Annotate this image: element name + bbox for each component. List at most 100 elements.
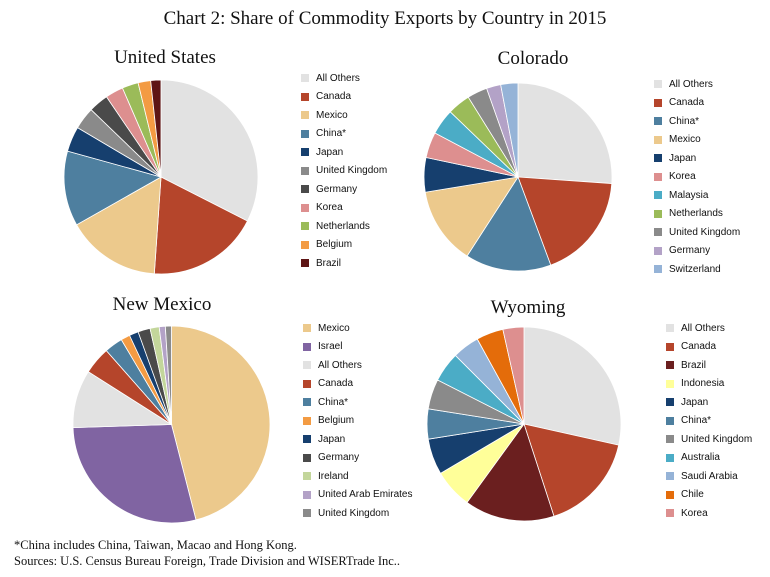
pie-slice-china	[466, 176, 552, 272]
legend-swatch	[303, 509, 311, 518]
legend-label: Netherlands	[316, 220, 370, 232]
legend-swatch	[303, 472, 311, 481]
legend-item-brazil: Brazil	[301, 254, 387, 273]
source-note: Sources: U.S. Census Bureau Foreign, Tra…	[14, 554, 401, 568]
pie-slice-all-others	[517, 82, 613, 184]
pie-chart-new-mexico	[72, 325, 271, 524]
legend-item-all-others: All Others	[654, 75, 740, 94]
legend-item-all-others: All Others	[301, 69, 387, 88]
legend-item-china: China*	[301, 125, 387, 144]
pie-chart-wyoming	[426, 326, 622, 522]
legend-swatch	[654, 98, 662, 107]
legend-label: Mexico	[318, 322, 350, 334]
legend-swatch	[666, 490, 674, 499]
legend-united-states: All Others Canada Mexico China* Japan United …	[301, 69, 387, 273]
legend-swatch	[666, 342, 674, 351]
legend-swatch	[301, 203, 309, 212]
legend-label: Belgium	[316, 239, 353, 251]
legend-swatch	[654, 135, 662, 144]
legend-label: China*	[681, 415, 712, 427]
legend-item-china: China*	[666, 412, 752, 431]
legend-label: Japan	[669, 152, 697, 164]
legend-item-korea: Korea	[301, 199, 387, 218]
pie-slice-canada	[523, 423, 620, 517]
chart-main-title: Chart 2: Share of Commodity Exports by C…	[163, 8, 607, 29]
legend-swatch	[654, 191, 662, 200]
legend-item-indonesia: Indonesia	[666, 375, 752, 394]
legend-item-netherlands: Netherlands	[654, 205, 740, 224]
legend-label: Japan	[681, 396, 709, 408]
legend-label: Japan	[318, 433, 346, 445]
legend-swatch	[666, 324, 674, 333]
legend-item-mexico: Mexico	[303, 319, 413, 338]
legend-label: All Others	[681, 322, 725, 334]
legend-swatch	[301, 74, 309, 83]
legend-swatch	[666, 379, 674, 388]
legend-item-china: China*	[654, 112, 740, 131]
legend-swatch	[654, 172, 662, 181]
legend-item-united-kingdom: United Kingdom	[654, 223, 740, 242]
pie-title-united-states: United States	[114, 47, 216, 68]
legend-label: Japan	[316, 146, 344, 158]
legend-item-germany: Germany	[303, 449, 413, 468]
legend-swatch	[666, 453, 674, 462]
legend-swatch	[666, 398, 674, 407]
legend-label: Korea	[669, 171, 696, 183]
chart-notes: *China includes China, Taiwan, Macao and…	[14, 537, 400, 569]
pie-slice-all-others	[523, 326, 622, 446]
legend-swatch	[666, 361, 674, 370]
legend-label: Canada	[669, 97, 705, 109]
legend-item-united-kingdom: United Kingdom	[666, 430, 752, 449]
legend-label: Australia	[681, 452, 720, 464]
legend-swatch	[303, 324, 311, 333]
legend-label: United Kingdom	[316, 165, 388, 177]
pie-slice-mexico	[424, 176, 519, 257]
legend-item-all-others: All Others	[303, 356, 413, 375]
legend-swatch	[303, 379, 311, 388]
legend-label: Germany	[316, 183, 358, 195]
legend-swatch	[666, 509, 674, 518]
legend-item-israel: Israel	[303, 338, 413, 357]
legend-swatch	[666, 472, 674, 481]
legend-wyoming: All Others Canada Brazil Indonesia Japan Chin…	[666, 319, 752, 523]
legend-item-canada: Canada	[666, 338, 752, 357]
pie-slice-china	[63, 150, 163, 226]
legend-item-ireland: Ireland	[303, 467, 413, 486]
legend-item-korea: Korea	[654, 168, 740, 187]
legend-item-australia: Australia	[666, 449, 752, 468]
legend-label: Chile	[681, 489, 704, 501]
legend-label: United Kingdom	[681, 433, 753, 445]
legend-swatch	[303, 361, 311, 370]
legend-swatch	[666, 416, 674, 425]
legend-label: Canada	[681, 341, 717, 353]
legend-label: Korea	[681, 507, 708, 519]
legend-label: China*	[669, 115, 700, 127]
footnote: *China includes China, Taiwan, Macao and…	[14, 538, 297, 552]
legend-swatch	[303, 416, 311, 425]
legend-label: Netherlands	[669, 208, 723, 220]
legend-swatch	[301, 185, 309, 194]
legend-label: Germany	[318, 452, 360, 464]
legend-item-germany: Germany	[301, 180, 387, 199]
pie-title-wyoming: Wyoming	[490, 297, 566, 318]
legend-new-mexico: Mexico Israel All Others Canada China* Belgiu…	[303, 319, 413, 523]
legend-label: United Kingdom	[669, 226, 741, 238]
legend-swatch	[654, 246, 662, 255]
pie-chart-colorado	[423, 82, 613, 272]
legend-item-china: China*	[303, 393, 413, 412]
legend-label: All Others	[318, 359, 362, 371]
legend-swatch	[303, 453, 311, 462]
legend-label: Canada	[318, 378, 354, 390]
legend-label: Brazil	[316, 257, 342, 269]
legend-item-belgium: Belgium	[301, 236, 387, 255]
legend-item-canada: Canada	[654, 94, 740, 113]
legend-item-mexico: Mexico	[654, 131, 740, 150]
legend-item-brazil: Brazil	[666, 356, 752, 375]
legend-item-japan: Japan	[301, 143, 387, 162]
pie-slice-canada	[517, 176, 613, 266]
pie-slice-mexico	[76, 176, 162, 275]
legend-label: Mexico	[669, 134, 701, 146]
legend-item-all-others: All Others	[666, 319, 752, 338]
legend-item-canada: Canada	[303, 375, 413, 394]
legend-swatch	[654, 154, 662, 163]
